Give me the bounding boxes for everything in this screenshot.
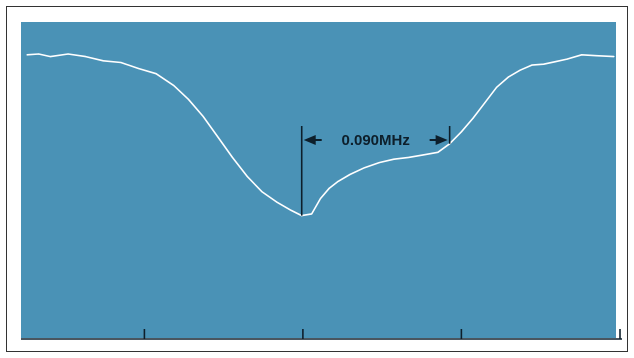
trace-point — [363, 167, 366, 169]
annotation-left-arrowhead — [303, 135, 316, 145]
trace-point — [349, 173, 351, 176]
trace-point — [311, 213, 313, 215]
trace-point — [173, 85, 175, 87]
trace-point — [38, 53, 40, 55]
trace-point — [519, 69, 521, 71]
trace-point — [290, 209, 292, 212]
trace-point — [246, 175, 248, 177]
trace-points — [26, 53, 615, 217]
trace-point — [378, 161, 380, 164]
linewidth-annotation: 0.090MHz — [300, 126, 451, 216]
trace-point — [202, 115, 204, 117]
spectrum-trace-line — [26, 53, 615, 217]
trace-point — [217, 136, 219, 138]
x-axis-ticks — [143, 329, 621, 339]
annotation-label: 0.090MHz — [341, 132, 409, 149]
trace-point — [26, 54, 28, 56]
trace-point — [566, 58, 568, 60]
trace-point — [393, 158, 395, 160]
trace-point — [231, 156, 234, 159]
trace-point — [613, 55, 615, 58]
trace-point — [187, 98, 190, 100]
annotation-right-arrowhead — [435, 135, 448, 145]
trace-point — [85, 55, 87, 58]
trace-point — [531, 64, 533, 66]
trace-point — [407, 156, 410, 159]
plot-background — [21, 22, 616, 338]
trace-point — [261, 191, 263, 193]
trace-point — [337, 180, 339, 182]
trace-point — [137, 67, 140, 70]
trace-point — [507, 76, 509, 78]
trace-point — [581, 54, 583, 56]
trace-point — [484, 102, 486, 104]
trace-point — [437, 151, 439, 153]
trace-point — [120, 61, 122, 64]
trace-point — [275, 201, 278, 203]
trace-point — [460, 131, 462, 133]
trace-point — [554, 61, 556, 63]
trace-point — [542, 63, 545, 65]
trace-point — [422, 154, 424, 156]
trace-point — [49, 55, 52, 58]
trace-point — [102, 60, 104, 62]
trace-point — [155, 73, 157, 75]
trace-point — [67, 53, 69, 55]
trace-point — [328, 187, 330, 189]
trace-point — [319, 197, 322, 200]
trace-point — [496, 86, 498, 88]
trace-point — [595, 55, 597, 57]
trace-point — [472, 117, 474, 119]
